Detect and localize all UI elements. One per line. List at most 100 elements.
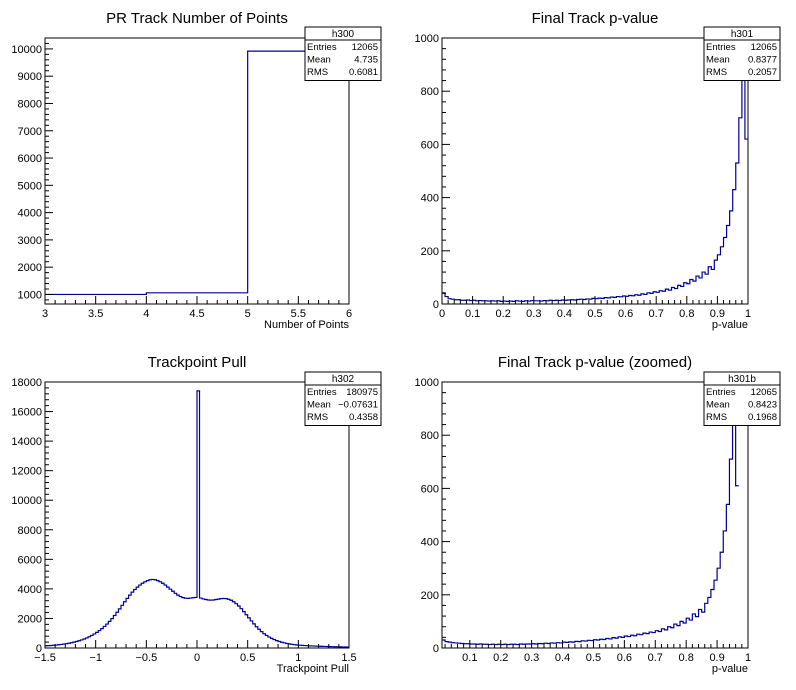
x-tick-label: 0.2 <box>496 308 511 320</box>
x-tick-label: 0.1 <box>462 652 477 664</box>
stats-row-label: Entries <box>706 387 736 398</box>
x-tick-label: 1 <box>295 652 301 664</box>
y-tick-label: 800 <box>421 86 439 98</box>
stats-box-name: h301 <box>731 29 754 40</box>
histogram-series <box>45 50 349 296</box>
x-tick-label: 1 <box>745 652 751 664</box>
stats-row-label: Entries <box>307 42 337 53</box>
x-tick-label: 1 <box>745 308 751 320</box>
y-tick-label: 16000 <box>11 407 42 419</box>
y-tick-label: 600 <box>421 139 439 151</box>
x-tick-label: 0.6 <box>618 308 633 320</box>
chart-title: PR Track Number of Points <box>106 10 288 27</box>
x-tick-label: 0.3 <box>524 652 539 664</box>
y-tick-label: 10000 <box>11 44 42 56</box>
stats-row-value: 12065 <box>352 42 378 53</box>
x-tick-label: 3 <box>42 308 48 320</box>
stats-row-value: 0.6081 <box>349 67 378 78</box>
y-tick-label: 4000 <box>18 208 42 220</box>
stats-row-value: 0.4358 <box>349 412 378 423</box>
histogram-series <box>442 397 739 646</box>
stats-box-frame <box>304 371 382 426</box>
y-tick-label: 10000 <box>11 495 42 507</box>
stats-box: h302 Entries 180975 Mean −0.07631 RMS 0.4358 <box>304 371 382 426</box>
x-tick-label: 1.5 <box>341 652 356 664</box>
x-tick-label: 3.5 <box>88 308 103 320</box>
x-tick-label: −0.5 <box>135 652 157 664</box>
stats-row-label: Mean <box>706 55 730 66</box>
x-tick-label: 5 <box>245 308 251 320</box>
y-tick-label: 1000 <box>415 33 439 45</box>
plot-frame <box>44 37 350 305</box>
x-tick-label: 0.4 <box>557 308 572 320</box>
stats-row-label: Mean <box>307 55 331 66</box>
y-tick-label: 6000 <box>18 153 42 165</box>
stats-row-label: Mean <box>307 400 331 411</box>
stats-row-value: −0.07631 <box>338 400 378 411</box>
x-tick-label: 0.2 <box>493 652 508 664</box>
x-tick-label: 0.1 <box>465 308 480 320</box>
y-tick-label: 9000 <box>18 71 42 83</box>
chart-title: Final Track p-value (zoomed) <box>498 354 692 371</box>
y-tick-label: 3000 <box>18 235 42 247</box>
y-tick-label: 0 <box>36 643 42 655</box>
x-tick-label: 0 <box>439 308 445 320</box>
stats-box-frame <box>703 26 781 81</box>
y-tick-label: 8000 <box>18 525 42 537</box>
x-tick-label: 0 <box>194 652 200 664</box>
histogram-panel-3: Trackpoint Pull −1.5 −1 −0.5 0 0.5 1 1.5 0 2000 40… <box>11 354 382 675</box>
x-tick-label: 0.6 <box>617 652 632 664</box>
x-tick-label: 0.5 <box>587 308 602 320</box>
x-tick-label: 0.7 <box>649 308 664 320</box>
x-tick-label: 0.9 <box>710 308 725 320</box>
y-tick-label: 6000 <box>18 554 42 566</box>
x-tick-label: −1 <box>89 652 102 664</box>
y-tick-label: 1000 <box>18 289 42 301</box>
stats-row-value: 0.8423 <box>748 400 777 411</box>
y-tick-label: 1000 <box>415 377 439 389</box>
stats-box: h301 Entries 12065 Mean 0.8377 RMS 0.2057 <box>703 26 781 81</box>
stats-box-name: h300 <box>332 29 355 40</box>
stats-row-label: RMS <box>307 67 328 78</box>
stats-row-label: RMS <box>706 67 727 78</box>
stats-box-frame <box>703 371 781 426</box>
y-tick-label: 5000 <box>18 180 42 192</box>
stats-row-value: 0.8377 <box>748 55 777 66</box>
x-axis-label: Number of Points <box>264 319 349 331</box>
stats-row-label: RMS <box>307 412 328 423</box>
y-tick-label: 12000 <box>11 466 42 478</box>
y-tick-label: 400 <box>421 193 439 205</box>
x-axis-label: Trackpoint Pull <box>277 663 349 675</box>
y-tick-label: 7000 <box>18 126 42 138</box>
x-tick-label: 4.5 <box>189 308 204 320</box>
plot-frame <box>441 37 749 305</box>
y-tick-label: 0 <box>433 643 439 655</box>
stats-row-label: Entries <box>706 42 736 53</box>
y-tick-label: 8000 <box>18 98 42 110</box>
x-tick-label: 0.8 <box>679 308 694 320</box>
chart-title: Trackpoint Pull <box>148 354 247 371</box>
y-tick-label: 200 <box>421 246 439 258</box>
x-tick-label: 0.8 <box>679 652 694 664</box>
stats-row-label: Entries <box>307 387 337 398</box>
y-tick-label: 18000 <box>11 377 42 389</box>
y-tick-label: 800 <box>421 430 439 442</box>
x-axis-label: p-value <box>712 319 748 331</box>
stats-box-frame <box>304 26 382 81</box>
x-tick-label: −1.5 <box>34 652 56 664</box>
y-tick-label: 2000 <box>18 613 42 625</box>
x-tick-label: 6 <box>346 308 352 320</box>
stats-row-value: 180975 <box>346 387 378 398</box>
y-tick-label: 600 <box>421 483 439 495</box>
stats-row-value: 12065 <box>751 42 777 53</box>
stats-box: h301b Entries 12065 Mean 0.8423 RMS 0.1968 <box>703 371 781 426</box>
chart-title: Final Track p-value <box>532 10 659 27</box>
x-tick-label: 5.5 <box>291 308 306 320</box>
y-tick-label: 2000 <box>18 262 42 274</box>
stats-row-label: Mean <box>706 400 730 411</box>
stats-row-label: RMS <box>706 412 727 423</box>
y-tick-label: 14000 <box>11 436 42 448</box>
stats-box: h300 Entries 12065 Mean 4.735 RMS 0.6081 <box>304 26 382 81</box>
plot-frame <box>441 381 749 649</box>
